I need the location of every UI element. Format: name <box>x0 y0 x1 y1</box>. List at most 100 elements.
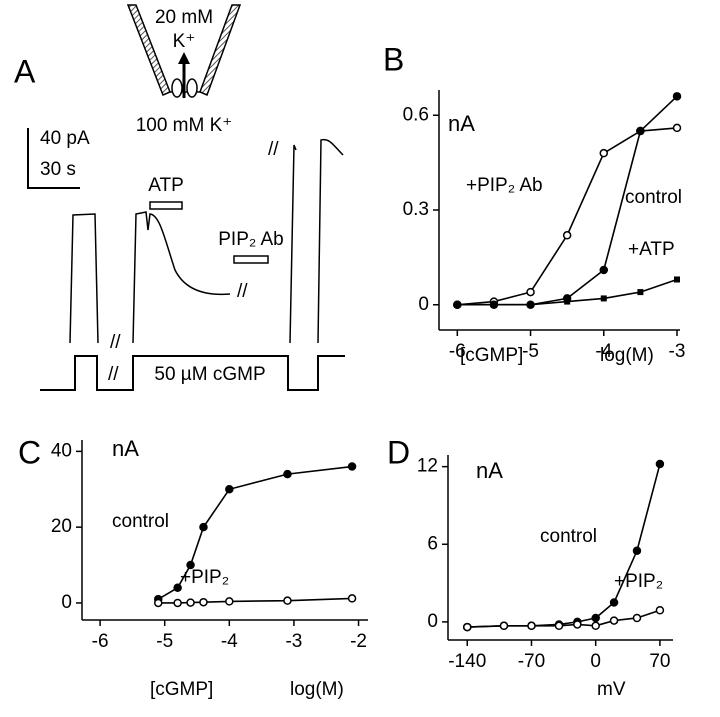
pipette-text: 20 mM <box>155 7 213 28</box>
x-tick-label: -3 <box>669 341 686 362</box>
series-label: +PIP₂ <box>614 571 663 592</box>
x-tick-label: -70 <box>518 651 545 672</box>
point <box>283 469 292 479</box>
point <box>186 560 195 570</box>
pipette-wall <box>199 4 242 97</box>
current-trace <box>69 138 344 344</box>
point <box>527 301 534 308</box>
y-axis-label: nA <box>476 458 503 483</box>
point <box>490 301 497 308</box>
panel-label: C <box>18 434 41 470</box>
point <box>347 462 357 471</box>
point <box>554 621 564 631</box>
x-tick-label: -6 <box>92 631 109 652</box>
x-axis-unit: log(M) <box>290 679 344 700</box>
point <box>599 265 609 275</box>
point <box>173 598 182 608</box>
point <box>562 231 572 240</box>
x-axis-label: [cGMP] <box>150 679 213 700</box>
panel-label: D <box>387 434 410 470</box>
bath-text: 100 mM K⁺ <box>136 115 233 136</box>
scale-bar <box>27 128 80 189</box>
series-label: +PIP₂ <box>180 567 229 588</box>
y-tick-label: 6 <box>427 533 438 554</box>
y-tick-label: 0 <box>61 592 72 613</box>
point <box>225 597 234 606</box>
point <box>564 298 571 305</box>
point <box>672 92 682 101</box>
series-line <box>457 127 678 306</box>
panel-a: A 20 mM K⁺ 100 mM K⁺ 40 pA 30 s // // //… <box>14 4 345 391</box>
point <box>674 276 680 283</box>
point <box>526 287 535 297</box>
y-tick-label: 0.3 <box>403 199 429 220</box>
channel <box>186 78 198 98</box>
point <box>225 485 234 494</box>
y-tick-label: 0 <box>418 294 429 315</box>
atp-bar <box>149 201 183 210</box>
pip2-ab-label: PIP₂ Ab <box>218 229 283 250</box>
channel <box>171 78 183 98</box>
x-tick-label: 70 <box>649 651 670 672</box>
x-tick-label: 0 <box>590 651 601 672</box>
series-label: +ATP <box>628 239 675 260</box>
y-tick-label: 0.6 <box>403 104 429 125</box>
point <box>347 594 357 603</box>
x-tick-label: -2 <box>350 631 367 652</box>
break-mark: // <box>110 332 121 353</box>
point <box>527 621 536 631</box>
point <box>600 295 607 302</box>
command-trace <box>40 355 345 391</box>
y-axis-label: nA <box>448 111 475 136</box>
x-axis-label: mV <box>597 679 626 700</box>
x-axis-unit: log(M) <box>600 345 654 366</box>
point <box>454 301 461 308</box>
point <box>632 546 642 555</box>
y-tick-label: 12 <box>417 456 438 477</box>
panel-label: B <box>383 41 404 77</box>
scale-current: 40 pA <box>40 128 90 149</box>
point <box>186 598 195 607</box>
point <box>463 622 472 632</box>
point <box>632 613 642 623</box>
point <box>199 522 208 532</box>
point <box>599 148 609 158</box>
arrow-head <box>178 52 190 64</box>
point <box>591 621 600 631</box>
series-label: control <box>112 511 169 532</box>
y-tick-label: 0 <box>427 611 438 632</box>
series-label: control <box>625 187 682 208</box>
x-tick-label: -140 <box>448 651 486 672</box>
x-tick-label: -3 <box>285 631 302 652</box>
x-tick-label: -4 <box>221 631 238 652</box>
point <box>199 597 208 607</box>
point <box>655 605 665 615</box>
atp-label: ATP <box>148 175 184 196</box>
scale-time: 30 s <box>40 159 76 180</box>
y-axis-label: nA <box>112 436 139 461</box>
point <box>173 583 182 593</box>
x-tick-label: -5 <box>522 341 539 362</box>
x-tick-label: -5 <box>156 631 173 652</box>
break-mark: // <box>237 281 248 302</box>
y-tick-label: 40 <box>51 440 72 461</box>
point <box>499 621 509 631</box>
point <box>591 613 600 623</box>
point <box>609 616 619 625</box>
point <box>636 126 645 136</box>
point <box>672 123 682 133</box>
cgmp-label: 50 µM cGMP <box>154 364 265 385</box>
point <box>655 459 665 469</box>
panel-label: A <box>14 53 36 89</box>
x-tick-label: -4 <box>595 341 612 362</box>
series-label: +PIP₂ Ab <box>466 175 543 196</box>
point <box>153 598 163 608</box>
pipette-ion: K⁺ <box>173 31 196 52</box>
point <box>609 598 619 607</box>
break-mark: // <box>108 364 119 385</box>
y-tick-label: 20 <box>51 516 72 537</box>
point <box>573 620 582 629</box>
series-label: control <box>540 526 597 547</box>
break-mark: // <box>268 139 279 160</box>
